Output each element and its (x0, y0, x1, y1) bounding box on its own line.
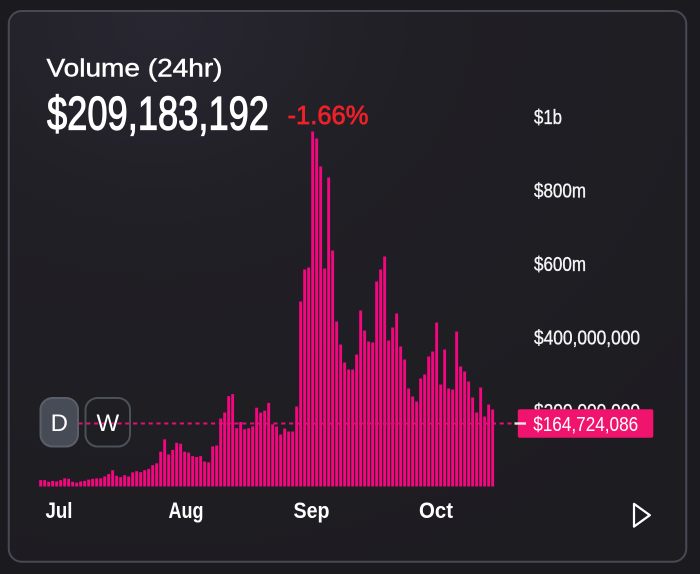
svg-text:$600m: $600m (534, 254, 586, 276)
svg-text:$400,000,000: $400,000,000 (534, 328, 640, 350)
svg-text:Jul: Jul (46, 498, 73, 523)
svg-text:Volume (24hr): Volume (24hr) (47, 55, 223, 83)
svg-text:Sep: Sep (294, 498, 330, 523)
svg-text:Aug: Aug (169, 498, 204, 523)
svg-text:Oct: Oct (419, 498, 454, 523)
svg-text:$164,724,086: $164,724,086 (533, 414, 638, 436)
svg-text:$209,183,192: $209,183,192 (47, 87, 269, 140)
svg-text:-1.66%: -1.66% (288, 100, 369, 130)
svg-text:D: D (51, 410, 68, 437)
svg-text:$1b: $1b (534, 107, 562, 129)
svg-text:$800m: $800m (534, 181, 586, 203)
svg-text:W: W (96, 410, 119, 437)
